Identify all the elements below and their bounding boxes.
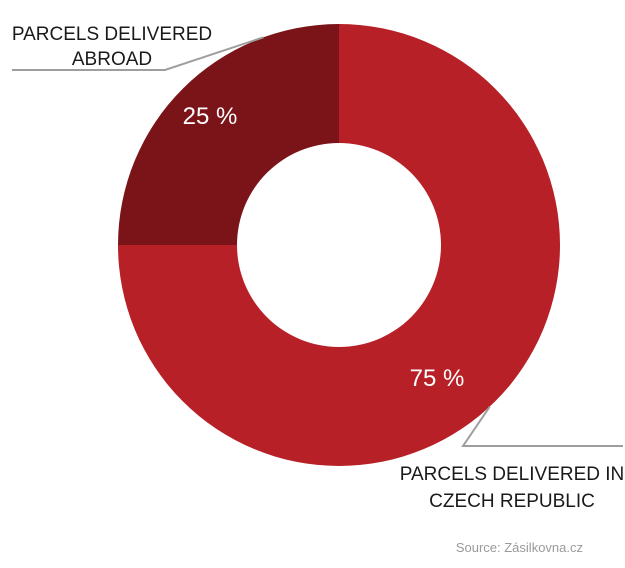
callouts-layer <box>12 36 623 447</box>
slice-category-label-line: ABROAD <box>72 49 152 70</box>
callout-line-1 <box>12 36 264 71</box>
slice-category-label-line: CZECH REPUBLIC <box>429 491 595 512</box>
slices-layer <box>118 24 560 466</box>
labels-layer: 75 % PARCELS DELIVERED IN CZECH REPUBLIC 25… <box>12 24 624 512</box>
slice-category-label-0: PARCELS DELIVERED IN CZECH REPUBLIC <box>400 464 625 512</box>
slice-category-label-1: PARCELS DELIVERED ABROAD <box>12 24 212 70</box>
source-label: Source: Zásilkovna.cz <box>456 540 583 555</box>
slice-category-label-line: PARCELS DELIVERED IN <box>400 464 625 485</box>
slice-value-label-0: 75 % <box>410 365 465 392</box>
donut-slice-1 <box>118 24 339 245</box>
slice-value-label-1: 25 % <box>183 103 238 130</box>
callout-line-0 <box>461 406 623 447</box>
donut-slice-0 <box>118 24 560 466</box>
slice-category-label-line: PARCELS DELIVERED <box>12 24 212 45</box>
